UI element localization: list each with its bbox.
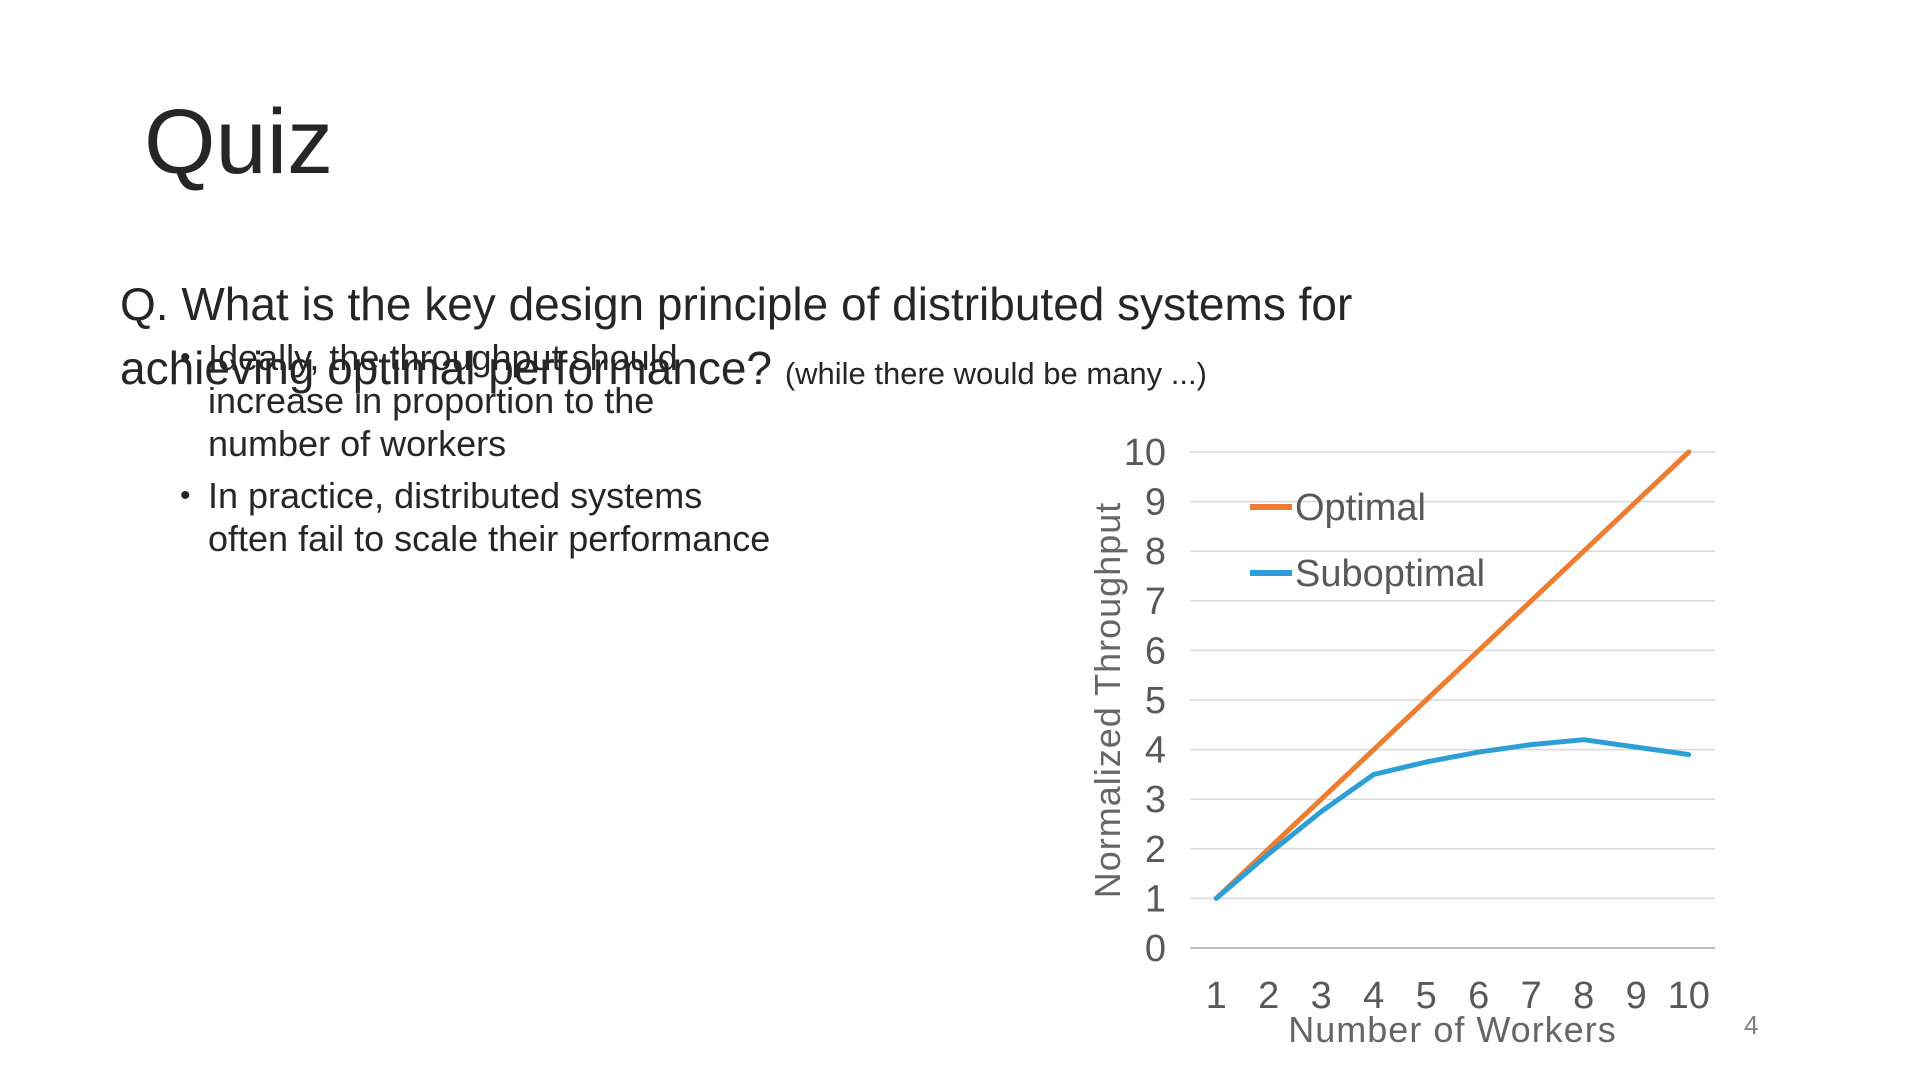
bullet-list: • Ideally, the throughput should increas… — [180, 336, 770, 569]
y-tick-label: 8 — [1145, 531, 1166, 573]
list-item: • Ideally, the throughput should increas… — [180, 336, 770, 465]
slide-title: Quiz — [144, 91, 334, 193]
x-tick-label: 4 — [1363, 975, 1384, 1017]
x-tick-label: 7 — [1521, 975, 1542, 1017]
y-tick-label: 6 — [1145, 630, 1166, 672]
bullet-marker: • — [180, 341, 191, 374]
bullet-marker: • — [180, 479, 191, 512]
y-tick-label: 3 — [1145, 779, 1166, 821]
question-line-2: achieving optimal performance? (while th… — [120, 336, 1352, 406]
bullet-text: In practice, distributed systems often f… — [208, 474, 770, 560]
bullet-2-line-1: In practice, distributed systems — [208, 475, 703, 516]
x-axis-title: Number of Workers — [1288, 1009, 1616, 1050]
y-tick-label: 1 — [1145, 878, 1166, 920]
y-tick-label: 10 — [1124, 432, 1166, 474]
x-tick-label: 10 — [1668, 975, 1710, 1017]
legend-label-optimal: Optimal — [1295, 487, 1426, 529]
y-tick-label: 9 — [1145, 482, 1166, 524]
list-item: • In practice, distributed systems often… — [180, 474, 770, 560]
page-number: 4 — [1744, 1010, 1759, 1040]
suboptimal-series-line — [1213, 737, 1692, 901]
bullet-1-line-1: Ideally, the throughput should — [208, 337, 678, 378]
question-line-1: Q. What is the key design principle of d… — [120, 278, 1353, 330]
x-tick-label: 1 — [1206, 975, 1227, 1017]
optimal-series-line — [1213, 449, 1692, 901]
legend-label-suboptimal: Suboptimal — [1295, 553, 1485, 595]
bullet-2-line-2: often fail to scale their performance — [208, 518, 771, 559]
y-tick-label: 7 — [1145, 581, 1166, 623]
x-tick-label: 2 — [1258, 975, 1279, 1017]
y-axis-title: Normalized Throughput — [1090, 502, 1128, 899]
bullet-1-line-3: number of workers — [208, 423, 507, 464]
bullet-text: Ideally, the throughput should increase … — [208, 336, 678, 465]
bullet-1-line-2: increase in proportion to the — [208, 380, 655, 421]
question-note: (while there would be many ...) — [784, 356, 1207, 391]
y-tick-label: 4 — [1145, 730, 1166, 772]
x-tick-label: 6 — [1468, 975, 1489, 1017]
x-tick-label: 3 — [1311, 975, 1332, 1017]
y-tick-label: 0 — [1145, 928, 1166, 970]
question: Q. What is the key design principle of d… — [120, 272, 1352, 406]
y-tick-label: 2 — [1145, 829, 1166, 871]
question-line-2-text: achieving optimal performance? — [120, 342, 773, 394]
x-tick-label: 8 — [1573, 975, 1594, 1017]
x-tick-label: 5 — [1416, 975, 1437, 1017]
x-tick-label: 9 — [1626, 975, 1647, 1017]
y-tick-label: 5 — [1145, 680, 1166, 722]
